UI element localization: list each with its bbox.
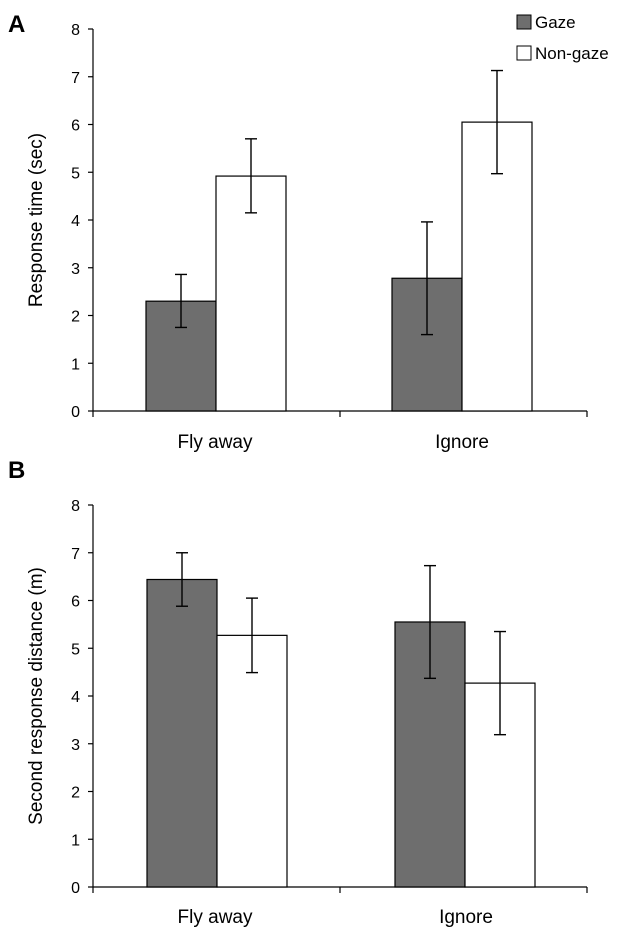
y-tick-label: 6: [71, 594, 80, 611]
x-category-label: Fly away: [178, 907, 253, 928]
x-category-label: Ignore: [435, 432, 489, 453]
error-bar: [245, 138, 257, 214]
y-tick-label: 8: [71, 498, 80, 515]
legend-label-gaze: Gaze: [535, 13, 576, 32]
y-axis-title: Second response distance (m): [26, 567, 47, 825]
error-bar: [421, 221, 433, 336]
error-bar: [491, 69, 503, 175]
y-tick-label: 1: [71, 832, 80, 849]
y-tick-label: 2: [71, 785, 80, 802]
legend-label-non-gaze: Non-gaze: [535, 44, 609, 63]
x-category-label: Fly away: [178, 432, 253, 453]
y-axis-title: Response time (sec): [26, 133, 47, 307]
y-tick-label: 8: [71, 22, 80, 39]
y-tick-label: 7: [71, 546, 80, 563]
y-tick-label: 4: [71, 689, 80, 706]
error-bar: [176, 552, 188, 607]
y-tick-label: 5: [71, 641, 80, 658]
y-tick-label: 0: [71, 404, 80, 421]
y-tick-label: 3: [71, 737, 80, 754]
x-category-label: Ignore: [439, 907, 493, 928]
bar-gaze-0: [146, 578, 218, 888]
chart-panel-b: B Second response distance (m) 0 1 2 3 4 5 6 7 8 F…: [8, 457, 588, 928]
y-tick-label: 5: [71, 165, 80, 182]
y-tick-label: 3: [71, 261, 80, 278]
bar-non-gaze-0: [216, 634, 288, 888]
legend-swatch-non-gaze: [516, 45, 532, 61]
error-bar: [246, 597, 258, 674]
y-tick-label: 4: [71, 213, 80, 230]
chart-panel-a: A Gaze Non-gaze Response time (sec) 0 1 2 3 4…: [8, 11, 609, 453]
error-bar: [494, 630, 506, 736]
error-bar: [175, 273, 187, 329]
legend-swatch-gaze: [516, 14, 532, 30]
y-tick-label: 2: [71, 309, 80, 326]
y-tick-label: 1: [71, 356, 80, 373]
panel-label: B: [8, 457, 25, 484]
y-tick-label: 0: [71, 880, 80, 897]
bar-non-gaze-0: [215, 175, 287, 412]
legend: Gaze Non-gaze: [516, 13, 609, 63]
y-tick-label: 7: [71, 70, 80, 87]
y-tick-label: 6: [71, 118, 80, 135]
panel-label: A: [8, 11, 25, 38]
error-bar: [424, 564, 436, 680]
